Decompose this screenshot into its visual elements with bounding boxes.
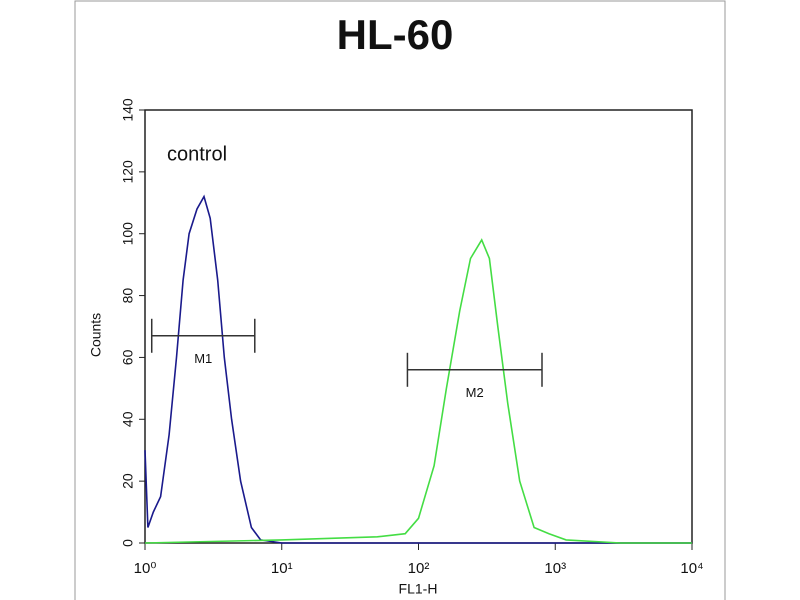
plot-area: [144, 109, 693, 544]
x-tick-label: 10¹: [271, 560, 293, 577]
y-tick-label: 100: [120, 222, 136, 246]
marker-label: M2: [466, 385, 484, 400]
x-tick-label: 10⁰: [134, 560, 157, 577]
y-tick-label: 80: [120, 288, 136, 304]
y-tick-label: 40: [120, 411, 136, 427]
x-axis-label: FL1-H: [399, 581, 438, 597]
series-line: [144, 194, 692, 544]
y-tick-label: 0: [120, 539, 136, 547]
series-line: [144, 238, 692, 544]
chart-title: HL-60: [337, 11, 454, 58]
annotation: control: [167, 143, 227, 165]
marker-label: M1: [194, 351, 212, 366]
x-tick-label: 10³: [544, 560, 566, 577]
x-tick-label: 10²: [408, 560, 430, 577]
x-tick-label: 10⁴: [680, 560, 703, 577]
y-tick-label: 140: [120, 98, 136, 122]
frame: [74, 0, 726, 600]
y-tick-label: 20: [120, 473, 136, 489]
y-tick-label: 60: [120, 349, 136, 365]
y-tick-label: 120: [120, 160, 136, 184]
y-axis-label: Counts: [88, 313, 104, 357]
